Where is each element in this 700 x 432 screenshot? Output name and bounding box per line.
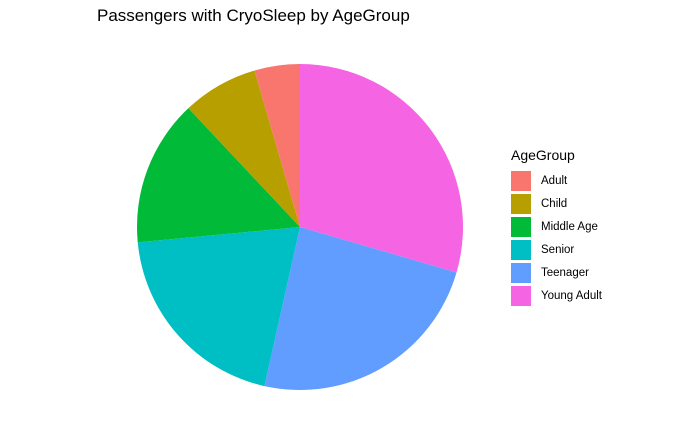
pie-slice-senior [137,227,300,387]
legend-item-child: Child [511,192,602,215]
legend-item-senior: Senior [511,238,602,261]
pie-slice-child [188,70,300,227]
legend-items: Adult Child Middle Age Senior Teenager Young … [511,169,602,307]
legend-label-child: Child [541,197,568,210]
legend-title: AgeGroup [511,147,575,163]
legend: AgeGroup Adult Child Middle Age Senior Teena… [511,147,602,307]
legend-label-teenager: Teenager [541,266,589,279]
legend-swatch-adult [511,170,531,191]
legend-item-young-adult: Young Adult [511,284,602,307]
chart-title: Passengers with CryoSleep by AgeGroup [97,6,410,25]
legend-swatch-young-adult [511,285,531,306]
legend-swatch-teenager [511,262,531,283]
pie-slice-young-adult [300,64,464,273]
legend-swatch-senior [511,239,531,260]
legend-item-teenager: Teenager [511,261,602,284]
pie-slice-teenager [264,227,457,390]
pie-slice-middle-age [136,108,300,243]
legend-swatch-child [511,193,531,214]
legend-label-young-adult: Young Adult [541,289,602,302]
pie-slice-adult [254,64,300,227]
legend-item-adult: Adult [511,169,602,192]
legend-label-middle-age: Middle Age [541,220,598,233]
legend-swatch-middle-age [511,216,531,237]
legend-item-middle-age: Middle Age [511,215,602,238]
legend-label-adult: Adult [541,174,568,187]
legend-label-senior: Senior [541,243,575,256]
